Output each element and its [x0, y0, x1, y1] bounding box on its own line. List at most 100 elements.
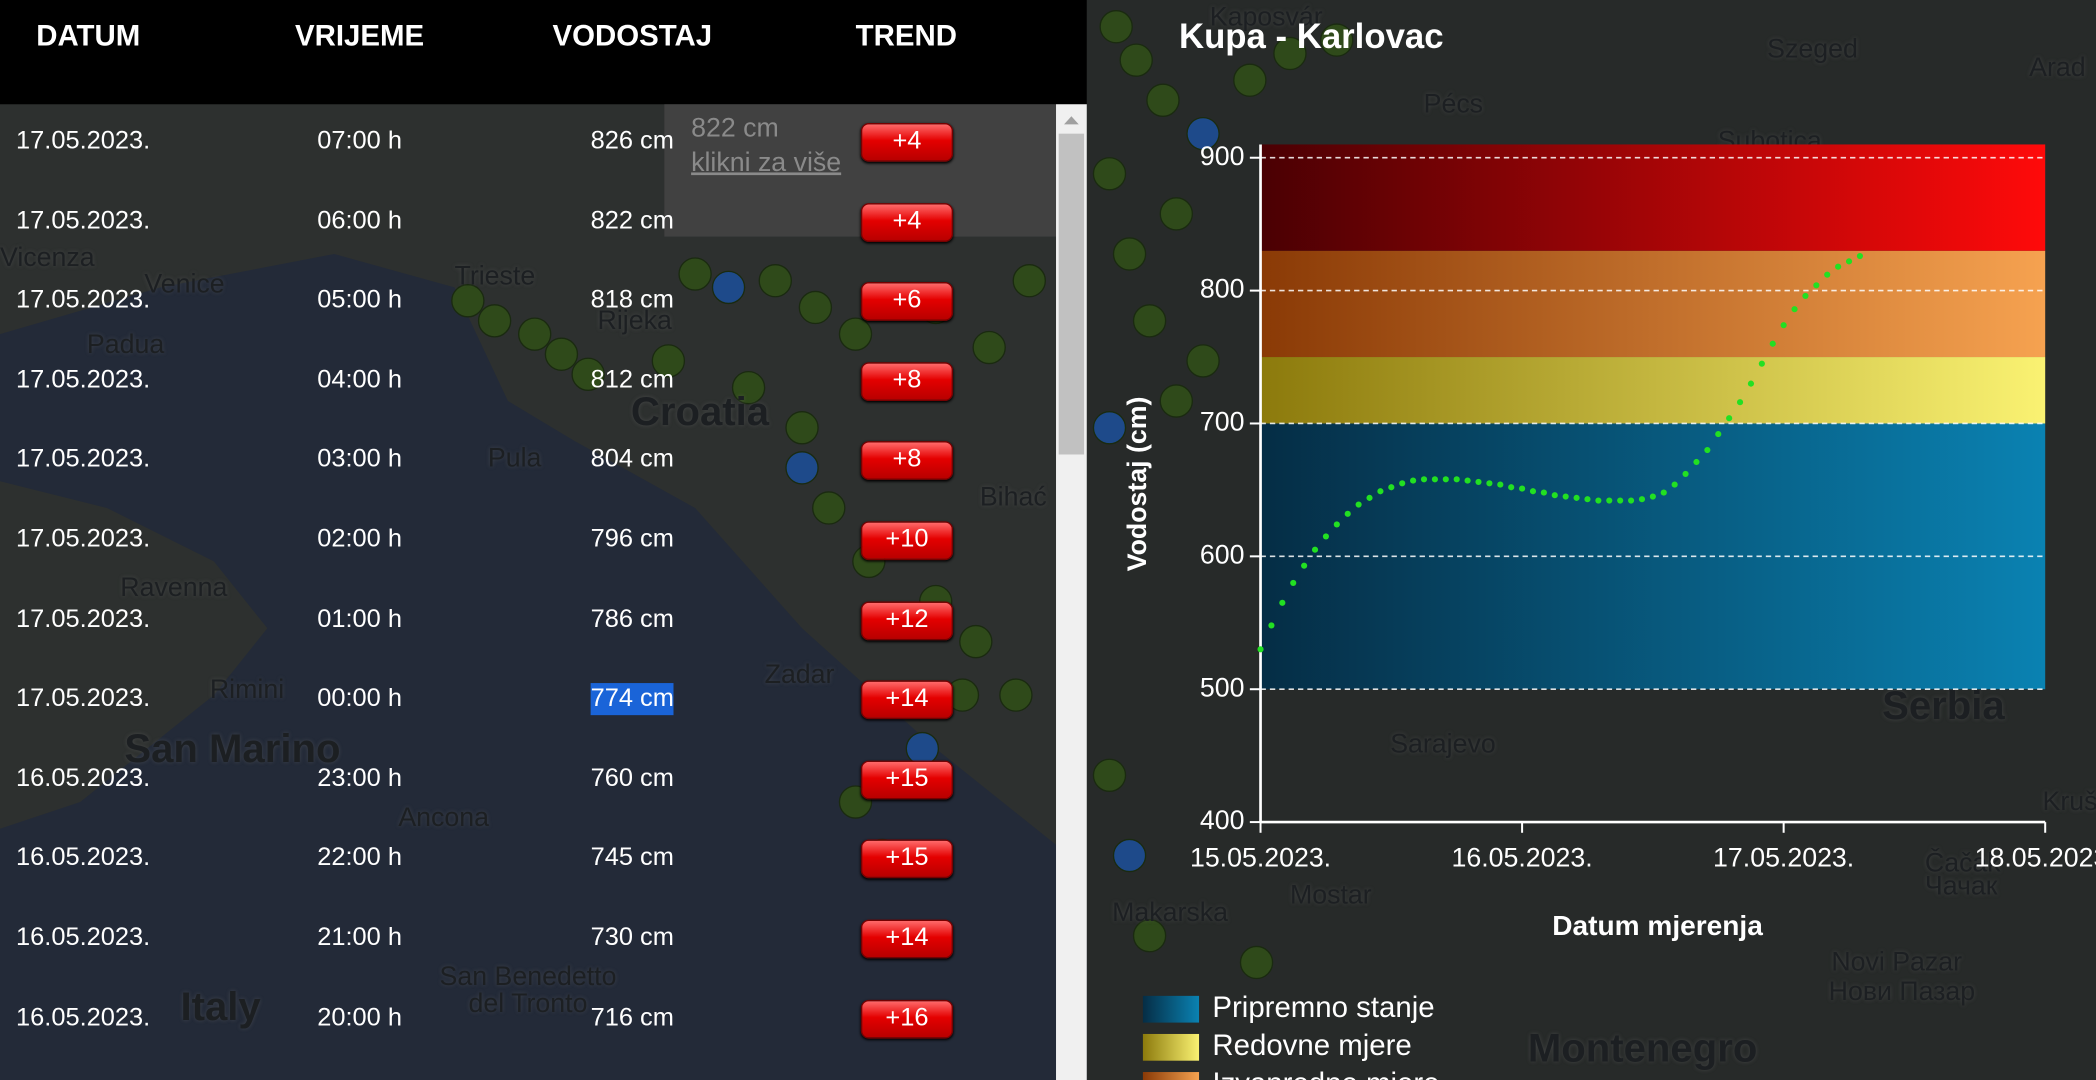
data-point: [1529, 488, 1537, 495]
station-marker[interactable]: [1132, 919, 1167, 953]
date-cell: 17.05.2023.: [16, 525, 151, 554]
station-marker[interactable]: [1092, 411, 1127, 445]
station-marker[interactable]: [1119, 43, 1153, 77]
station-marker[interactable]: [785, 451, 819, 485]
data-point: [1551, 492, 1558, 499]
date-cell: 17.05.2023.: [16, 365, 151, 395]
station-marker[interactable]: [972, 330, 1006, 365]
level-cell: 716 cm: [590, 1003, 674, 1032]
map-label: Novi Pazar: [1831, 947, 1963, 978]
tooltip-link[interactable]: klikni za više: [691, 148, 842, 178]
station-marker[interactable]: [1132, 304, 1167, 338]
trend-badge[interactable]: +16: [860, 999, 954, 1039]
x-axis-label: Datum mjerenja: [1552, 910, 1763, 941]
station-marker[interactable]: [1233, 63, 1267, 97]
date-cell: 17.05.2023.: [16, 286, 151, 315]
station-marker[interactable]: [571, 357, 605, 391]
station-marker[interactable]: [1186, 344, 1220, 378]
data-point: [1791, 306, 1798, 313]
scrollbar[interactable]: [1056, 104, 1087, 1080]
trend-badge[interactable]: +10: [860, 521, 954, 561]
y-tick-label: 800: [1200, 274, 1245, 304]
station-marker[interactable]: [1273, 36, 1307, 71]
data-point: [1377, 488, 1384, 495]
legend-label: Redovne mjere: [1212, 1029, 1411, 1062]
trend-badge[interactable]: +8: [860, 441, 954, 481]
map-label: Ancona: [398, 803, 490, 833]
station-marker[interactable]: [758, 264, 793, 298]
selected-level-cell: 774 cm: [590, 683, 674, 716]
map-label: Serbia: [1882, 684, 2005, 729]
station-marker[interactable]: [1092, 157, 1127, 191]
data-point: [1627, 497, 1635, 504]
station-marker[interactable]: [838, 317, 873, 351]
scroll-up[interactable]: [1056, 107, 1087, 134]
station-marker[interactable]: [477, 304, 512, 338]
station-marker[interactable]: [1159, 384, 1194, 418]
data-point: [1835, 263, 1842, 270]
station-marker[interactable]: [1146, 83, 1180, 117]
x-tick-label: 18.05.2023.: [1975, 843, 2096, 873]
band: [1260, 144, 2046, 251]
time-cell: 04:00 h: [317, 365, 402, 395]
level-cell: 745 cm: [590, 843, 674, 873]
station-marker[interactable]: [1320, 23, 1354, 57]
station-marker[interactable]: [544, 337, 579, 371]
date-cell: 17.05.2023.: [16, 684, 151, 713]
data-point: [1649, 493, 1656, 500]
data-point: [1726, 415, 1733, 422]
time-cell: 21:00 h: [317, 923, 402, 952]
data-point: [1366, 494, 1373, 501]
station-marker[interactable]: [1159, 197, 1194, 231]
station-marker[interactable]: [999, 678, 1033, 712]
y-tick-label: 400: [1200, 805, 1245, 835]
station-marker[interactable]: [812, 491, 846, 525]
data-point: [1420, 476, 1428, 483]
trend-badge[interactable]: +4: [860, 202, 954, 242]
station-marker[interactable]: [785, 411, 819, 445]
station-marker[interactable]: [1092, 758, 1127, 793]
trend-badge[interactable]: +14: [860, 919, 954, 959]
station-markers[interactable]: [451, 10, 1354, 980]
station-marker[interactable]: [959, 624, 993, 659]
column-header: VODOSTAJ: [552, 18, 713, 53]
station-marker[interactable]: [1186, 116, 1220, 151]
time-cell: 05:00 h: [317, 286, 402, 315]
legend-swatch: [1142, 995, 1200, 1023]
trend-badge[interactable]: +8: [860, 361, 954, 401]
trend-badge[interactable]: +14: [860, 680, 954, 720]
map-label: San Marino: [124, 727, 341, 772]
trend-badge[interactable]: +15: [860, 760, 954, 800]
time-cell: 20:00 h: [317, 1003, 402, 1032]
time-cell: 02:00 h: [317, 525, 402, 554]
date-cell: 16.05.2023.: [16, 843, 151, 873]
data-point: [1769, 340, 1776, 347]
station-marker[interactable]: [731, 370, 766, 405]
data-point: [1519, 485, 1526, 492]
station-marker[interactable]: [1012, 264, 1046, 298]
station-marker[interactable]: [1099, 10, 1133, 44]
data-point: [1758, 360, 1765, 367]
data-point: [1508, 484, 1515, 491]
station-marker[interactable]: [798, 290, 833, 325]
station-marker[interactable]: [1112, 237, 1147, 271]
trend-badge[interactable]: +15: [860, 839, 954, 879]
station-marker[interactable]: [651, 344, 686, 378]
tooltip[interactable]: 822 cm klikni za više: [664, 104, 1057, 237]
data-point: [1268, 622, 1275, 629]
data-point: [1736, 399, 1744, 406]
date-cell: 17.05.2023.: [16, 445, 151, 474]
data-point: [1845, 258, 1853, 265]
station-marker[interactable]: [1112, 838, 1147, 873]
station-marker[interactable]: [517, 317, 552, 351]
station-marker[interactable]: [1239, 945, 1274, 980]
trend-badge[interactable]: +4: [860, 122, 954, 162]
scroll-thumb[interactable]: [1058, 133, 1085, 455]
trend-badge[interactable]: +12: [860, 600, 954, 640]
station-marker[interactable]: [451, 284, 485, 318]
station-marker[interactable]: [711, 270, 746, 305]
trend-badge[interactable]: +6: [860, 282, 954, 322]
station-marker[interactable]: [678, 257, 712, 291]
